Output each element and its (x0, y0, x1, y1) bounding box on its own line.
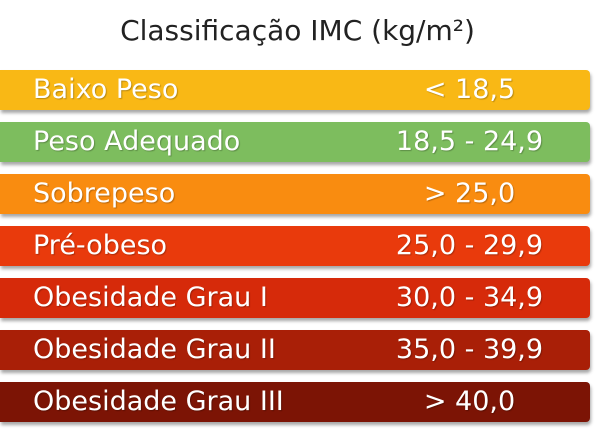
table-title: Classificação IMC (kg/m²) (120, 14, 475, 47)
row-range: < 18,5 (423, 74, 516, 105)
row-range: > 25,0 (423, 178, 516, 209)
row-label: Peso Adequado (33, 126, 241, 157)
row-peso-adequado: Peso Adequado 18,5 - 24,9 (0, 122, 590, 162)
row-obesidade-grau-3: Obesidade Grau III > 40,0 (0, 382, 590, 422)
row-label: Obesidade Grau I (33, 282, 268, 313)
row-obesidade-grau-1: Obesidade Grau I 30,0 - 34,9 (0, 278, 590, 318)
row-label: Pré-obeso (33, 230, 168, 261)
row-label: Sobrepeso (33, 178, 176, 209)
row-label: Obesidade Grau III (33, 386, 284, 417)
row-baixo-peso: Baixo Peso < 18,5 (0, 70, 590, 110)
row-range: 18,5 - 24,9 (395, 126, 544, 157)
row-obesidade-grau-2: Obesidade Grau II 35,0 - 39,9 (0, 330, 590, 370)
row-range: 25,0 - 29,9 (395, 230, 544, 261)
row-sobrepeso: Sobrepeso > 25,0 (0, 174, 590, 214)
row-range: > 40,0 (423, 386, 516, 417)
row-range: 30,0 - 34,9 (395, 282, 544, 313)
row-range: 35,0 - 39,9 (395, 334, 544, 365)
bmi-classification-table: Baixo Peso < 18,5 Peso Adequado 18,5 - 2… (0, 70, 590, 422)
row-label: Baixo Peso (33, 74, 179, 105)
row-pre-obeso: Pré-obeso 25,0 - 29,9 (0, 226, 590, 266)
row-label: Obesidade Grau II (33, 334, 276, 365)
